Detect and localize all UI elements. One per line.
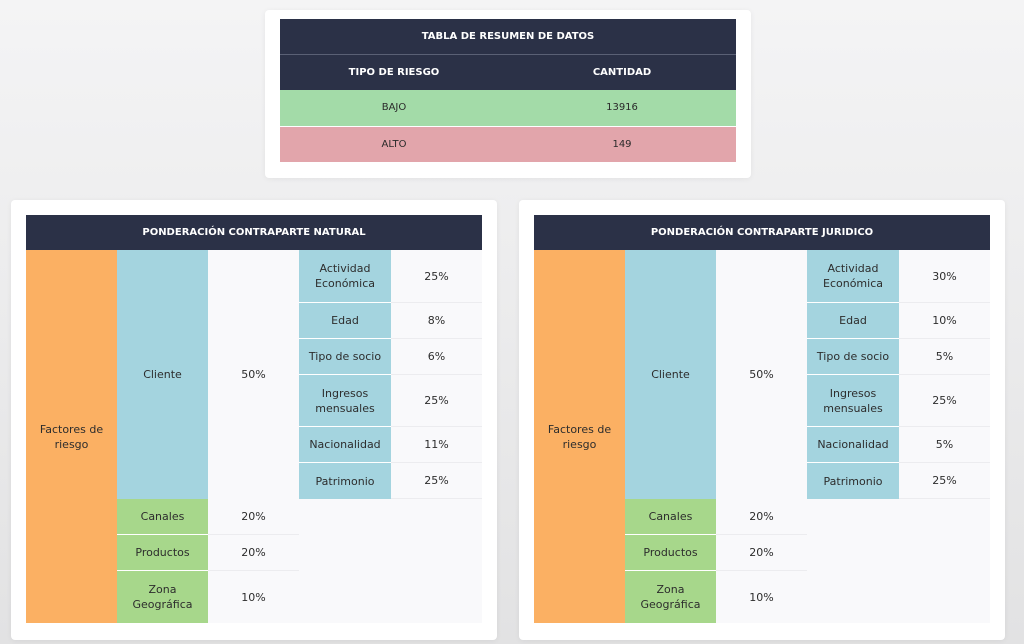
- ponderacion-juridico-title: PONDERACIÓN CONTRAPARTE JURIDICO: [534, 215, 990, 250]
- summary-table: TABLA DE RESUMEN DE DATOS TIPO DE RIESGO…: [280, 19, 736, 162]
- sub-factor-edad: Edad: [807, 303, 899, 339]
- factor-pct: 10%: [716, 571, 807, 623]
- ponderacion-natural-card: PONDERACIÓN CONTRAPARTE NATURAL Factores…: [11, 200, 497, 640]
- sub-factor-actividad: Actividad Económica: [299, 250, 391, 303]
- ponderacion-juridico-grid: Factores de riesgo Cliente 50% Actividad…: [534, 250, 990, 623]
- cell-tipo-bajo: BAJO: [280, 90, 508, 127]
- sub-factor-edad: Edad: [299, 303, 391, 339]
- sub-factor-nacionalidad: Nacionalidad: [299, 427, 391, 463]
- sub-factor-pct: 10%: [899, 303, 990, 339]
- sub-factor-ingresos: Ingresos mensuales: [299, 375, 391, 427]
- factor-pct: 20%: [208, 499, 299, 535]
- summary-title: TABLA DE RESUMEN DE DATOS: [280, 19, 736, 55]
- sub-factor-pct: 25%: [391, 250, 482, 303]
- sub-factor-pct: 30%: [899, 250, 990, 303]
- factor-pct: 10%: [208, 571, 299, 623]
- factores-cell: Factores de riesgo: [534, 250, 625, 623]
- cliente-pct-cell: 50%: [716, 250, 807, 499]
- empty-area: [807, 499, 990, 623]
- cliente-cell: Cliente: [625, 250, 716, 499]
- sub-factor-pct: 5%: [899, 427, 990, 463]
- cell-cantidad-bajo: 13916: [508, 90, 736, 127]
- cell-cantidad-alto: 149: [508, 126, 736, 162]
- sub-factor-pct: 11%: [391, 427, 482, 463]
- sub-factor-patrimonio: Patrimonio: [299, 463, 391, 499]
- ponderacion-natural-title: PONDERACIÓN CONTRAPARTE NATURAL: [26, 215, 482, 250]
- empty-area: [299, 499, 482, 623]
- sub-factor-nacionalidad: Nacionalidad: [807, 427, 899, 463]
- factor-productos: Productos: [625, 535, 716, 571]
- summary-card: TABLA DE RESUMEN DE DATOS TIPO DE RIESGO…: [265, 10, 751, 178]
- column-header-tipo: TIPO DE RIESGO: [280, 54, 508, 90]
- sub-factor-pct: 6%: [391, 339, 482, 375]
- cliente-cell: Cliente: [117, 250, 208, 499]
- factor-canales: Canales: [117, 499, 208, 535]
- ponderacion-juridico-card: PONDERACIÓN CONTRAPARTE JURIDICO Factore…: [519, 200, 1005, 640]
- sub-factor-tipo-socio: Tipo de socio: [299, 339, 391, 375]
- sub-factor-pct: 25%: [391, 463, 482, 499]
- sub-factor-tipo-socio: Tipo de socio: [807, 339, 899, 375]
- sub-factor-pct: 25%: [391, 375, 482, 427]
- sub-factor-patrimonio: Patrimonio: [807, 463, 899, 499]
- cliente-pct-cell: 50%: [208, 250, 299, 499]
- table-row: ALTO 149: [280, 126, 736, 162]
- factor-pct: 20%: [716, 499, 807, 535]
- factor-zona-geografica: Zona Geográfica: [625, 571, 716, 623]
- factor-productos: Productos: [117, 535, 208, 571]
- sub-factor-actividad: Actividad Económica: [807, 250, 899, 303]
- factor-pct: 20%: [208, 535, 299, 571]
- factor-zona-geografica: Zona Geográfica: [117, 571, 208, 623]
- column-header-cantidad: CANTIDAD: [508, 54, 736, 90]
- table-row: BAJO 13916: [280, 90, 736, 127]
- ponderacion-natural-grid: Factores de riesgo Cliente 50% Actividad…: [26, 250, 482, 623]
- sub-factor-pct: 5%: [899, 339, 990, 375]
- sub-factor-pct: 25%: [899, 375, 990, 427]
- sub-factor-pct: 25%: [899, 463, 990, 499]
- factores-cell: Factores de riesgo: [26, 250, 117, 623]
- cell-tipo-alto: ALTO: [280, 126, 508, 162]
- factor-canales: Canales: [625, 499, 716, 535]
- sub-factor-pct: 8%: [391, 303, 482, 339]
- factor-pct: 20%: [716, 535, 807, 571]
- sub-factor-ingresos: Ingresos mensuales: [807, 375, 899, 427]
